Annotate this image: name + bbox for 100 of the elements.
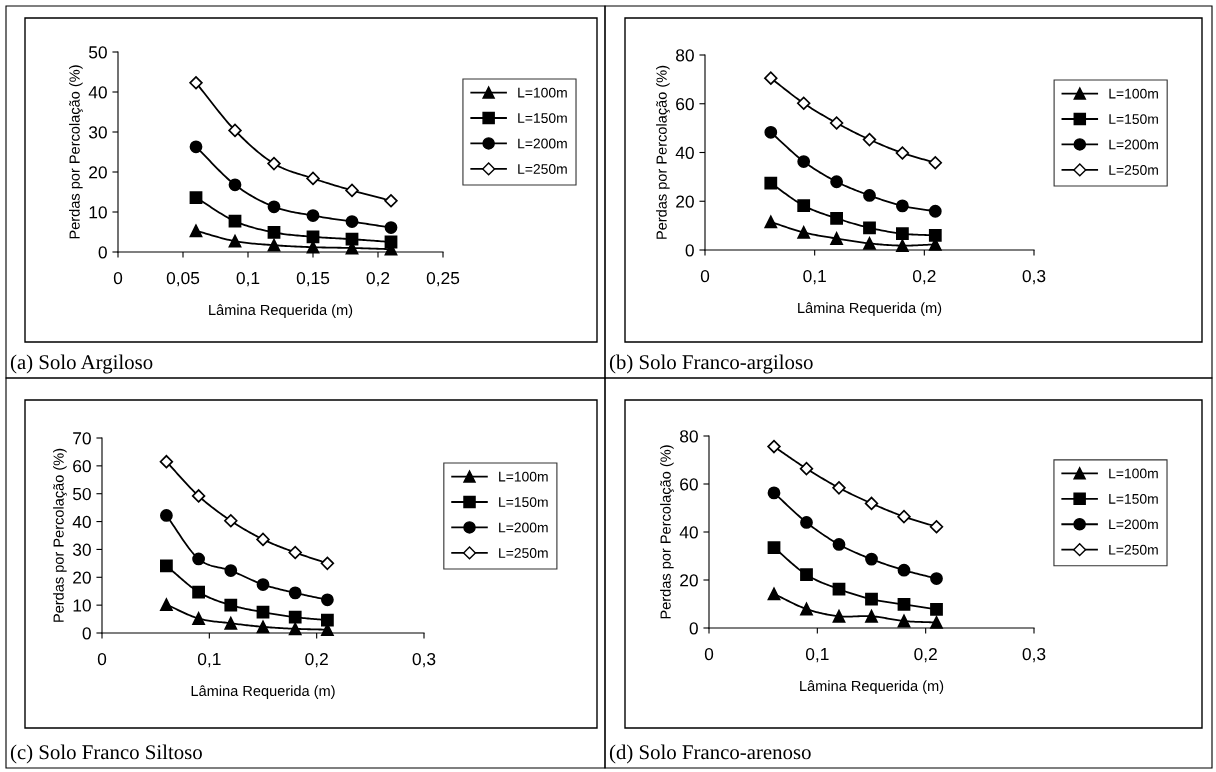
point bbox=[306, 209, 320, 222]
point bbox=[288, 545, 302, 560]
x-tick-label: 0,05 bbox=[166, 271, 200, 287]
x-tick-label: 0,15 bbox=[296, 271, 330, 287]
point bbox=[863, 221, 876, 235]
point bbox=[228, 214, 242, 228]
point bbox=[288, 610, 302, 624]
y-axis-title: Perdas por Percolação (%) bbox=[656, 65, 670, 239]
y-tick-label: 80 bbox=[680, 430, 698, 443]
legend-label: L=250m bbox=[518, 164, 567, 174]
x-tick-label: 0,1 bbox=[803, 269, 826, 285]
point bbox=[863, 237, 876, 250]
y-tick-label: 20 bbox=[680, 574, 698, 587]
point bbox=[896, 199, 909, 213]
x-tick-label: 0,1 bbox=[197, 652, 221, 668]
y-tick-label: 50 bbox=[72, 487, 91, 501]
point bbox=[288, 586, 302, 600]
text: (c) Solo Franco Siltoso bbox=[10, 744, 202, 764]
point bbox=[764, 215, 778, 229]
point bbox=[767, 439, 781, 454]
y-tick-label: 10 bbox=[73, 599, 91, 612]
point bbox=[345, 232, 359, 246]
x-tick-label: 0 bbox=[113, 271, 123, 285]
legend-label: L=100m bbox=[499, 471, 548, 482]
point bbox=[384, 194, 398, 208]
point bbox=[865, 592, 878, 606]
point bbox=[320, 556, 335, 571]
point bbox=[928, 204, 942, 218]
point bbox=[862, 132, 877, 147]
y-tick-label: 60 bbox=[73, 460, 91, 473]
point bbox=[797, 155, 811, 168]
point bbox=[895, 146, 910, 160]
point bbox=[830, 211, 843, 225]
legend-label: L=150m bbox=[499, 497, 548, 507]
point bbox=[797, 226, 811, 239]
y-tick-label: 20 bbox=[676, 195, 694, 208]
point bbox=[832, 481, 846, 495]
x-axis-title: Lâmina Requerida (m) bbox=[800, 680, 944, 694]
point bbox=[192, 552, 205, 566]
point bbox=[256, 578, 270, 591]
point bbox=[256, 532, 270, 547]
legend-label: L=100m bbox=[1109, 88, 1158, 99]
point bbox=[764, 125, 778, 139]
x-tick-label: 0,2 bbox=[305, 652, 328, 668]
point bbox=[764, 71, 778, 85]
point bbox=[830, 232, 843, 245]
point bbox=[228, 234, 242, 248]
point bbox=[863, 189, 876, 202]
point bbox=[832, 582, 846, 596]
point bbox=[321, 613, 334, 627]
x-tick-label: 0,1 bbox=[236, 271, 260, 287]
point bbox=[832, 609, 846, 623]
point bbox=[267, 238, 281, 252]
point bbox=[189, 140, 203, 154]
point bbox=[864, 496, 879, 511]
point bbox=[224, 564, 238, 577]
point bbox=[796, 96, 811, 110]
point bbox=[256, 605, 270, 619]
point bbox=[930, 602, 943, 616]
point bbox=[897, 598, 911, 611]
point bbox=[799, 461, 814, 476]
point bbox=[800, 516, 813, 529]
point bbox=[865, 609, 878, 623]
y-tick-label: 60 bbox=[676, 97, 694, 111]
point bbox=[160, 598, 173, 611]
point bbox=[829, 116, 844, 130]
point bbox=[384, 235, 398, 249]
point bbox=[306, 230, 320, 244]
text: (a) Solo Argiloso bbox=[10, 354, 153, 374]
y-tick-label: 40 bbox=[72, 515, 91, 529]
legend-label: L=150m bbox=[518, 113, 567, 123]
y-tick-label: 10 bbox=[89, 206, 107, 219]
point bbox=[767, 486, 781, 500]
y-axis-title: Perdas por Percolação (%) bbox=[660, 445, 674, 619]
point bbox=[865, 552, 878, 566]
y-tick-label: 40 bbox=[675, 146, 694, 159]
point bbox=[189, 224, 203, 238]
y-tick-label: 0 bbox=[82, 627, 91, 640]
point bbox=[191, 489, 206, 503]
point bbox=[767, 587, 781, 601]
point bbox=[228, 123, 242, 138]
legend-label: L=200m bbox=[1109, 519, 1158, 530]
text: (b) Solo Franco-argiloso bbox=[609, 354, 813, 374]
y-tick-label: 30 bbox=[72, 543, 91, 556]
point bbox=[929, 519, 944, 534]
legend-label: L=150m bbox=[1109, 493, 1158, 504]
y-tick-label: 30 bbox=[88, 126, 107, 139]
legend-label: L=200m bbox=[518, 138, 567, 149]
point bbox=[189, 76, 203, 90]
legend-label: L=250m bbox=[1109, 544, 1158, 555]
point bbox=[267, 156, 281, 171]
x-tick-label: 0,2 bbox=[914, 647, 937, 663]
legend-label: L=250m bbox=[499, 548, 548, 558]
legend-label: L=100m bbox=[1109, 468, 1158, 479]
x-tick-label: 0,25 bbox=[426, 271, 460, 287]
point bbox=[767, 541, 781, 554]
x-tick-label: 0,1 bbox=[805, 647, 829, 663]
x-tick-label: 0,3 bbox=[1022, 647, 1046, 663]
point bbox=[224, 616, 238, 630]
y-tick-label: 20 bbox=[89, 166, 107, 179]
